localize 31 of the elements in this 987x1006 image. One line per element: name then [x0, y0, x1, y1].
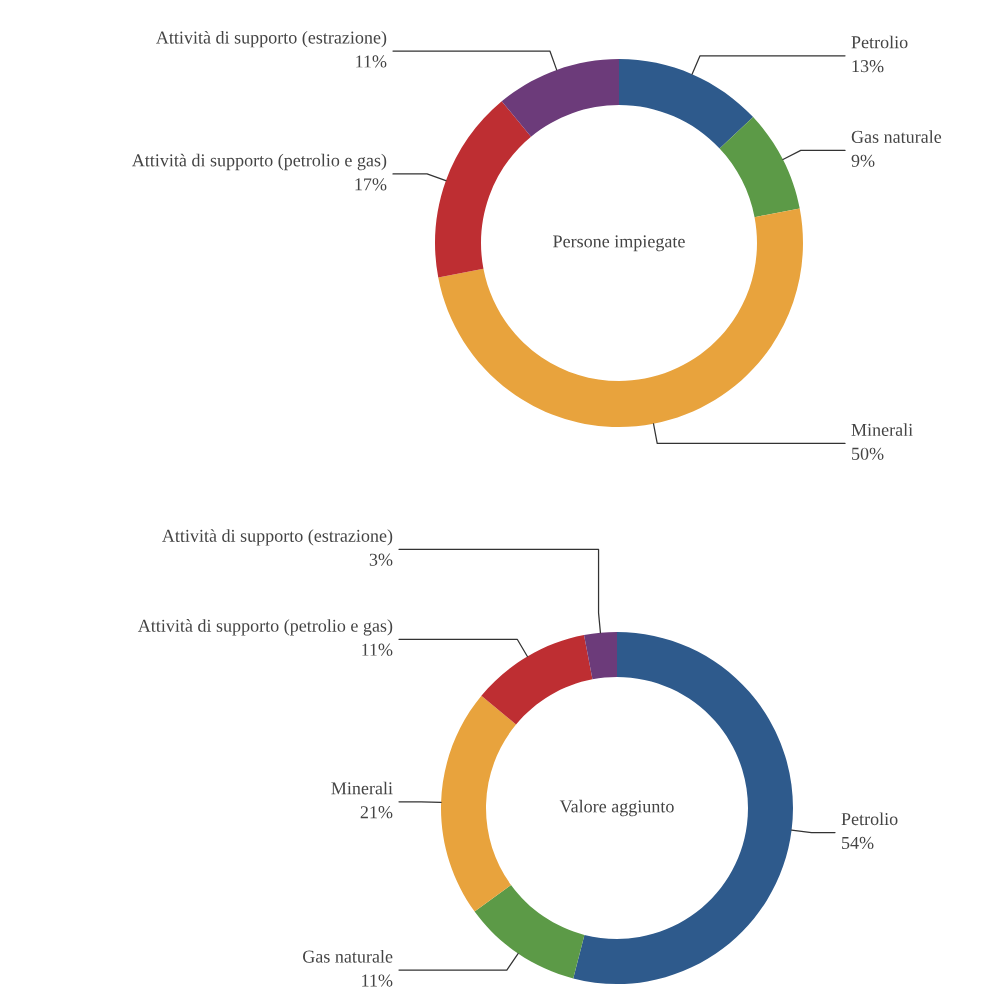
donut-slice — [501, 59, 619, 137]
donut-slice — [441, 695, 517, 912]
slice-label: Gas naturale — [303, 949, 393, 963]
data-label: 11% — [362, 643, 393, 656]
donut-slice — [584, 632, 617, 680]
data-label: 3% — [369, 553, 393, 566]
slice-label: Minerali — [851, 423, 913, 436]
data-label: 13% — [852, 60, 884, 73]
text: Persone impiegate — [553, 235, 685, 252]
donut-slice — [438, 208, 803, 427]
data-label: 11% — [362, 974, 393, 987]
slice-label: Attività di supporto (petrolio e gas) — [131, 153, 387, 171]
donut-slice — [619, 59, 754, 149]
donut-slice — [719, 117, 800, 218]
data-label: 50% — [852, 447, 884, 460]
donut-slice — [435, 101, 532, 278]
data-label: 17% — [355, 178, 387, 191]
slice-label: Petrolio — [841, 812, 898, 826]
donut-slice — [474, 885, 585, 979]
slice-label: Petrolio — [851, 35, 908, 49]
slice-label: Attività di supporto (estrazione) — [162, 529, 393, 546]
slice-label: Attività di supporto (petrolio e gas) — [137, 619, 393, 636]
slice-label: Gas naturale — [851, 130, 942, 143]
data-label: 54% — [842, 836, 874, 850]
data-label: 21% — [360, 806, 393, 819]
slice-label: Minerali — [331, 781, 393, 795]
donut-slice — [481, 635, 593, 725]
data-label: 9% — [851, 154, 875, 167]
text: Valore aggiunto — [559, 799, 674, 817]
data-label: 11% — [356, 55, 387, 68]
slice-label: Attività di supporto (estrazione) — [156, 30, 387, 48]
